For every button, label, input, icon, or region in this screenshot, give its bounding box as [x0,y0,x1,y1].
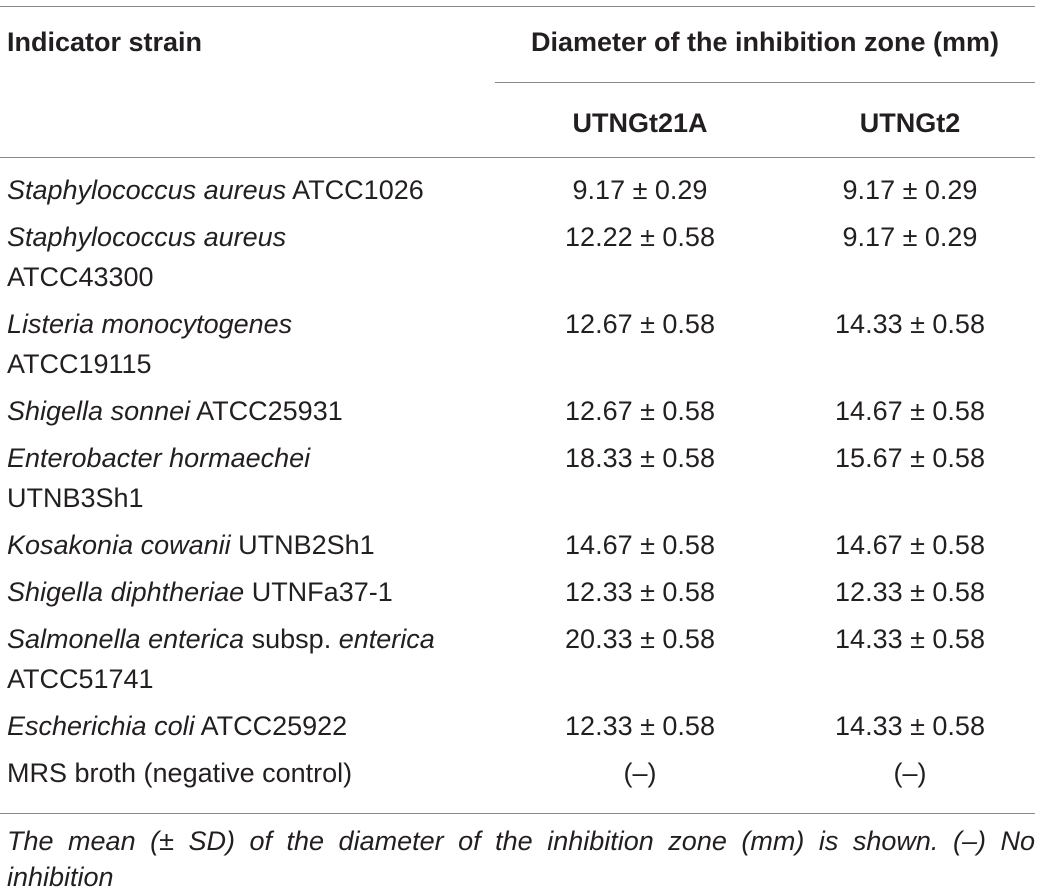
value-utngt2: 14.67 ± 0.58 [835,530,985,560]
strain-code: ATCC51741 [7,664,154,694]
value-utngt21a: 12.33 ± 0.58 [565,711,715,741]
strain-code: ATCC19115 [7,349,152,379]
value-utngt21a: 9.17 ± 0.29 [572,175,708,205]
header-col-utngt2: UTNGt2 [859,108,961,138]
strain-species: Listeria monocytogenes [7,309,293,339]
strain-code: ATCC1026 [286,175,424,205]
value-utngt2: 15.67 ± 0.58 [835,443,985,473]
strain-species: Staphylococcus aureus [7,222,287,252]
table-row: Shigella diphtheriae UTNFa37-1 12.33 ± 0… [0,572,1035,619]
table-row: Staphylococcus aureus ATCC43300 12.22 ± … [0,217,1035,304]
strain-cell: Enterobacter hormaechei UTNB3Sh1 [7,438,477,518]
table-top-rule [0,6,1035,7]
value-utngt21a: 12.67 ± 0.58 [565,396,715,426]
strain-species: Shigella sonnei [7,396,191,426]
value-utngt2: 14.33 ± 0.58 [835,309,985,339]
strain-species: Enterobacter hormaechei [7,443,311,473]
strain-code: UTNFa37-1 [244,577,393,607]
table-row: Salmonella enterica subsp. enterica ATCC… [0,619,1035,706]
table-row: Kosakonia cowanii UTNB2Sh1 14.67 ± 0.58 … [0,525,1035,572]
strain-species: Escherichia coli [7,711,195,741]
table-row: Escherichia coli ATCC25922 12.33 ± 0.58 … [0,706,1035,753]
value-utngt2: 12.33 ± 0.58 [835,577,985,607]
header-bottom-rule [0,157,1035,158]
strain-cell: Kosakonia cowanii UTNB2Sh1 [7,525,477,565]
value-utngt21a: 14.67 ± 0.58 [565,530,715,560]
value-utngt2: 14.67 ± 0.58 [835,396,985,426]
value-utngt21a: 12.67 ± 0.58 [565,309,715,339]
value-utngt2: 14.33 ± 0.58 [835,624,985,654]
table-row: MRS broth (negative control) (–) (–) [0,753,1035,800]
table-row: Shigella sonnei ATCC25931 12.67 ± 0.58 1… [0,391,1035,438]
value-utngt2: 14.33 ± 0.58 [835,711,985,741]
strain-code: ATCC25922 [194,711,348,741]
table-row: Staphylococcus aureus ATCC1026 9.17 ± 0.… [0,170,1035,217]
strain-species: Shigella diphtheriae [7,577,245,607]
value-utngt21a: 20.33 ± 0.58 [565,624,715,654]
header-indicator-strain: Indicator strain [7,27,203,57]
strain-cell: MRS broth (negative control) [7,758,353,788]
value-utngt21a: (–) [623,758,657,788]
value-utngt2: 9.17 ± 0.29 [842,222,978,252]
strain-code: ATCC25931 [190,396,343,426]
value-utngt2: (–) [893,758,927,788]
strain-subsp: subsp. [244,624,339,654]
value-utngt21a: 18.33 ± 0.58 [565,443,715,473]
strain-cell: Staphylococcus aureus ATCC43300 [7,217,477,297]
header-group-rule [495,82,1035,83]
header-col-utngt21a: UTNGt21A [572,108,708,138]
strain-cell: Salmonella enterica subsp. enterica ATCC… [7,619,477,699]
strain-cell: Escherichia coli ATCC25922 [7,706,477,746]
strain-code: ATCC43300 [7,262,154,292]
strain-cell: Staphylococcus aureus ATCC1026 [7,170,477,210]
header-diameter-group: Diameter of the inhibition zone (mm) [530,27,999,57]
table-footnote: The mean (± SD) of the diameter of the i… [7,826,1035,892]
strain-cell: Shigella sonnei ATCC25931 [7,391,477,431]
strain-species: Kosakonia cowanii [7,530,231,560]
table-body: Staphylococcus aureus ATCC1026 9.17 ± 0.… [0,170,1035,800]
value-utngt21a: 12.33 ± 0.58 [565,577,715,607]
strain-cell: Listeria monocytogenes ATCC19115 [7,304,477,384]
value-utngt21a: 12.22 ± 0.58 [565,222,715,252]
strain-species: Salmonella enterica [7,624,245,654]
strain-code: UTNB2Sh1 [230,530,375,560]
table-row: Enterobacter hormaechei UTNB3Sh1 18.33 ±… [0,438,1035,525]
strain-subspecies: enterica [338,624,435,654]
table-row: Listeria monocytogenes ATCC19115 12.67 ±… [0,304,1035,391]
value-utngt2: 9.17 ± 0.29 [842,175,978,205]
strain-cell: Shigella diphtheriae UTNFa37-1 [7,572,477,612]
table-bottom-rule [0,813,1035,814]
strain-code: UTNB3Sh1 [7,483,144,513]
strain-species: Staphylococcus aureus [7,175,287,205]
